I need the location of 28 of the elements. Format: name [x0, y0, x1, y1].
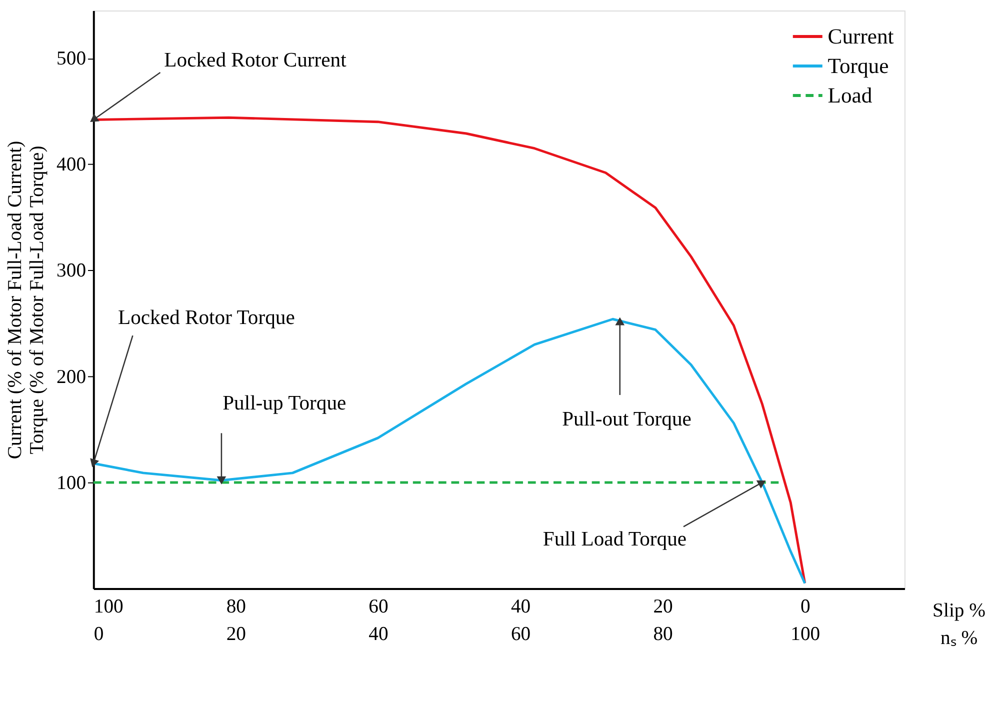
x-axis-title: Slip % — [932, 600, 986, 622]
annotation: Pull-up Torque — [222, 392, 346, 415]
y-tick-label: 200 — [56, 366, 86, 388]
y-tick-label: 500 — [56, 48, 86, 70]
y-tick-label: 400 — [56, 154, 86, 176]
legend-label: Load — [828, 83, 872, 108]
x-tick-label: 80 — [226, 596, 246, 618]
x2-tick-label: 0 — [94, 623, 104, 646]
x-tick-label: 40 — [510, 596, 531, 618]
x2-tick-label: 100 — [790, 623, 820, 646]
legend-label: Current — [828, 24, 894, 48]
annotation: Pull-out Torque — [562, 408, 692, 430]
x-tick-label: 20 — [653, 596, 674, 618]
annotation: Locked Rotor Torque — [118, 306, 295, 329]
annotation: Full Load Torque — [542, 528, 687, 550]
x-tick-label: 60 — [368, 596, 388, 618]
x2-axis-title: nₛ % — [940, 627, 978, 650]
x2-tick-label: 60 — [510, 623, 531, 646]
x-tick-label: 100 — [94, 596, 124, 618]
x2-tick-label: 40 — [368, 623, 388, 646]
x2-tick-label: 80 — [653, 623, 674, 646]
x-tick-label: 0 — [800, 596, 810, 618]
y-tick-label: 100 — [56, 472, 86, 494]
x2-tick-label: 20 — [226, 623, 246, 646]
y-axis-title: Current (% of Motor Full-Load Current) Torque (% of Motor Full-Load Torque) — [4, 140, 48, 460]
y-tick-label: 300 — [56, 260, 86, 282]
legend-label: Torque — [828, 54, 889, 78]
annotation: Locked Rotor Current — [164, 50, 347, 72]
